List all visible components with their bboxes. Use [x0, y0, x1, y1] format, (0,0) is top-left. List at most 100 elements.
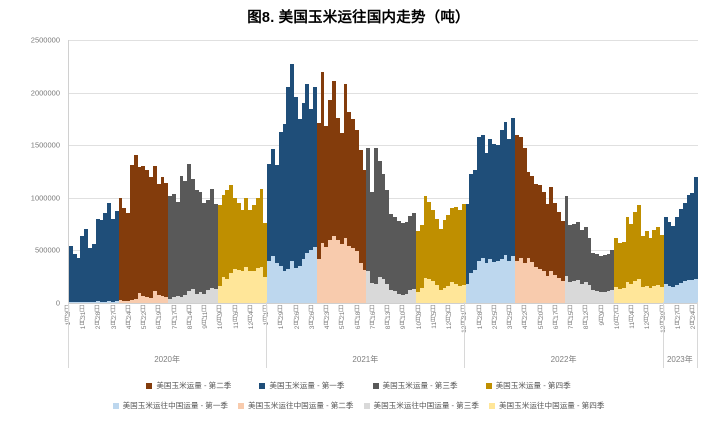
bar-segment-domestic	[606, 253, 611, 292]
x-axis-tick: 9月9日	[599, 305, 607, 353]
x-axis-tick-label: 4月24日	[125, 305, 133, 330]
bar-segment-china	[614, 287, 618, 303]
bar-column	[518, 40, 523, 303]
bar-segment-domestic	[236, 203, 241, 271]
bar-segment-domestic	[107, 203, 111, 301]
bar-segment-china	[545, 275, 550, 303]
bar-segment-china	[564, 275, 569, 303]
bar-segment-domestic	[442, 219, 447, 289]
legend-item[interactable]: 美国玉米运往中国运量 - 第四季	[488, 402, 604, 410]
bar-column	[469, 40, 474, 303]
bar-segment-domestic	[343, 84, 348, 238]
bar-column	[438, 40, 443, 303]
bar-column	[644, 40, 649, 303]
y-axis-tick: 2000000	[30, 87, 60, 97]
bar-segment-china	[648, 288, 653, 303]
legend-item[interactable]: 美国玉米运量 - 第一季	[259, 382, 345, 390]
bar-segment-domestic	[393, 216, 397, 292]
bar-column	[488, 40, 493, 303]
bar-column	[537, 40, 542, 303]
x-axis-tick: 7月15日	[568, 305, 576, 353]
bar-segment-domestic	[431, 210, 435, 281]
y-axis-tick: 2500000	[30, 35, 60, 45]
legend-row-main-series: 美国玉米运量 - 第二季 美国玉米运量 - 第一季 美国玉米运量 - 第三季 美国玉米…	[0, 378, 717, 394]
bar-segment-domestic	[400, 223, 405, 295]
bar-segment-china	[656, 284, 660, 303]
bar-segment-china	[629, 284, 634, 303]
bar-segment-domestic	[488, 138, 493, 259]
bar-segment-china	[80, 301, 85, 303]
bar-segment-domestic	[480, 134, 485, 258]
bar-segment-china	[469, 272, 474, 303]
y-axis: 0 500000 1000000 1500000 2000000 2500000	[0, 36, 64, 310]
bar-segment-domestic	[160, 176, 165, 296]
legend-item[interactable]: 美国玉米运量 - 第二季	[146, 382, 231, 390]
x-axis-tick-label: 6月17日	[552, 305, 560, 330]
bar-column	[583, 40, 588, 303]
bar-segment-china	[537, 269, 542, 303]
bar-segment-china	[423, 277, 428, 303]
bar-column	[393, 40, 397, 303]
legend-swatch-icon	[363, 403, 370, 409]
gridline	[69, 145, 698, 147]
bar-segment-domestic	[644, 231, 649, 287]
bar-column	[252, 40, 256, 303]
bar-segment-china	[377, 276, 382, 303]
bar-segment-domestic	[301, 103, 306, 259]
legend-item[interactable]: 美国玉米运往中国运量 - 第一季	[112, 402, 228, 410]
bar-segment-china	[160, 295, 165, 303]
legend-item[interactable]: 美国玉米运往中国运量 - 第二季	[238, 401, 354, 411]
year-separator	[68, 302, 69, 368]
x-axis-tick: 5月21日	[339, 305, 347, 353]
bar-column	[137, 40, 142, 303]
x-axis-tick-label: 3月27日	[110, 305, 118, 330]
gridline	[69, 92, 698, 94]
bar-segment-domestic	[396, 220, 401, 294]
legend-item[interactable]: 美国玉米运量 - 第四季	[485, 382, 571, 390]
bar-segment-china	[130, 300, 134, 303]
bar-column	[534, 40, 538, 303]
bar-segment-china	[217, 286, 222, 303]
x-axis-tick: 4月24日	[125, 305, 134, 353]
bar-segment-china	[202, 294, 207, 303]
x-axis-tick: 1月3日	[65, 305, 73, 353]
bar-segment-domestic	[80, 236, 85, 302]
bar-segment-china	[675, 285, 679, 303]
bar-segment-domestic	[587, 237, 592, 286]
bar-column	[69, 40, 73, 303]
bar-segment-domestic	[637, 205, 641, 279]
bar-segment-china	[175, 295, 180, 303]
bar-segment-china	[541, 271, 546, 303]
x-axis-tick: 2月26日	[294, 305, 302, 353]
bar-segment-china	[457, 286, 462, 303]
bar-segment-china	[473, 270, 477, 303]
bar-segment-domestic	[389, 213, 394, 291]
bar-segment-china	[404, 294, 409, 303]
bar-segment-domestic	[557, 211, 561, 278]
legend-item-label: 美国玉米运往中国运量 - 第二季	[248, 401, 354, 411]
bar-column	[76, 40, 81, 303]
bar-column	[557, 40, 561, 303]
x-axis-tick: 7月17日	[172, 305, 180, 353]
bar-column	[362, 40, 367, 303]
bar-segment-china	[152, 291, 157, 303]
bar-column	[152, 40, 157, 303]
bar-column	[598, 40, 603, 303]
bar-segment-china	[686, 279, 691, 303]
bar-segment-domestic	[553, 203, 557, 275]
bar-column	[564, 40, 569, 303]
bar-column	[396, 40, 401, 303]
x-axis-tick: 4月23日	[324, 305, 332, 353]
legend-item[interactable]: 美国玉米运往中国运量 - 第三季	[363, 402, 479, 410]
bar-segment-domestic	[385, 190, 390, 285]
bar-segment-china	[598, 292, 603, 303]
bar-segment-china	[183, 294, 188, 303]
bar-column	[419, 40, 424, 303]
bar-column	[179, 40, 184, 303]
bar-column	[652, 40, 657, 303]
year-label: 2020年	[154, 355, 180, 364]
bar-segment-domestic	[522, 148, 527, 264]
legend-item[interactable]: 美国玉米运量 - 第三季	[372, 382, 458, 390]
bar-segment-china	[252, 271, 256, 303]
year-label: 2022年	[550, 355, 577, 364]
